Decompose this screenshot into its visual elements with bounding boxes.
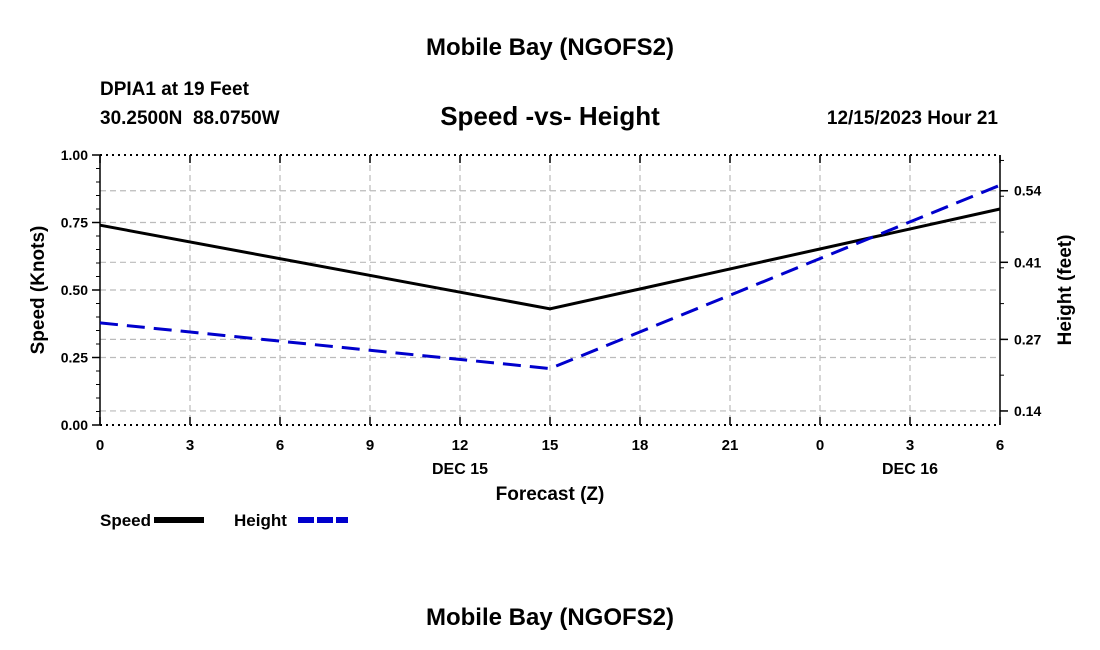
x-tick-label: 0 xyxy=(96,437,104,454)
legend: Speed Height xyxy=(100,511,348,530)
forecast-datetime: 12/15/2023 Hour 21 xyxy=(827,108,999,129)
y2-tick-label: 0.27 xyxy=(1014,331,1041,347)
y-tick-label: 0.50 xyxy=(61,282,88,298)
x-tick-label: 3 xyxy=(186,437,194,454)
axes xyxy=(92,154,1008,426)
x-tick-label: 15 xyxy=(542,437,559,454)
y2-tick-label: 0.54 xyxy=(1014,183,1041,199)
x-date-label: DEC 16 xyxy=(882,461,938,478)
x-tick-label: 9 xyxy=(366,437,374,454)
y-tick-label: 0.00 xyxy=(61,417,88,433)
station-coordinates: 30.2500N 88.0750W xyxy=(100,108,280,129)
x-axis-title: Forecast (Z) xyxy=(496,484,605,505)
x-tick-label: 21 xyxy=(722,437,739,454)
y-tick-label: 0.75 xyxy=(61,215,88,231)
x-tick-label: 0 xyxy=(816,437,824,454)
x-tick-label: 18 xyxy=(632,437,649,454)
y-axis-title: Speed (Knots) xyxy=(28,226,49,355)
speed-legend-label: Speed xyxy=(100,511,151,530)
y2-tick-label: 0.41 xyxy=(1014,254,1041,270)
height-series-line xyxy=(99,183,1001,371)
footer-title: Mobile Bay (NGOFS2) xyxy=(426,604,674,631)
chart-title: Speed -vs- Height xyxy=(440,101,660,131)
speed-series-line xyxy=(99,207,1001,311)
x-tick-label: 12 xyxy=(452,437,469,454)
x-date-label: DEC 15 xyxy=(432,461,488,478)
x-tick-label: 6 xyxy=(996,437,1004,454)
height-legend-label: Height xyxy=(234,511,287,530)
y-tick-label: 1.00 xyxy=(61,147,88,163)
tick-labels: 0 3 6 9 12 15 18 21 0 3 6 DEC 15 DEC 16 0.00 0.25 0.50 0… xyxy=(61,147,1042,478)
series-lines xyxy=(99,183,1001,371)
grid xyxy=(100,155,1000,425)
page-title: Mobile Bay (NGOFS2) xyxy=(426,34,674,61)
station-label: DPIA1 at 19 Feet xyxy=(100,79,250,100)
y-tick-label: 0.25 xyxy=(61,350,88,366)
x-tick-label: 3 xyxy=(906,437,914,454)
y2-tick-label: 0.14 xyxy=(1014,403,1041,419)
x-tick-label: 6 xyxy=(276,437,284,454)
y2-axis-title: Height (feet) xyxy=(1055,235,1076,346)
